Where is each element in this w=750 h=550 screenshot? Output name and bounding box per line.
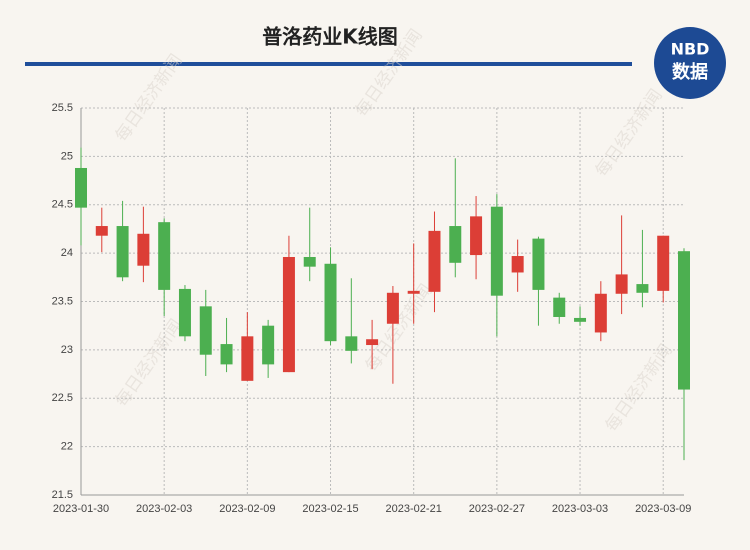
candle-body	[386, 292, 399, 324]
candle-body	[615, 274, 628, 294]
y-tick-label: 23.5	[52, 295, 73, 307]
candle-body	[95, 226, 108, 236]
candle-body	[137, 233, 150, 266]
candle-body	[116, 226, 129, 278]
candle-body	[594, 293, 607, 333]
y-tick-label: 21.5	[52, 489, 73, 501]
candle-body	[678, 251, 690, 390]
candle-body	[407, 290, 420, 294]
y-tick-label: 25	[61, 150, 73, 162]
candle-body	[262, 325, 275, 365]
candle-body	[220, 344, 233, 365]
candle-body	[366, 339, 379, 346]
logo	[654, 27, 726, 99]
candle-body	[470, 216, 483, 256]
x-tick-label: 2023-02-03	[136, 503, 192, 515]
x-tick-label: 2023-02-15	[302, 503, 358, 515]
candle-body	[657, 235, 670, 291]
candle-body	[324, 263, 337, 342]
x-tick-label: 2023-02-09	[219, 503, 275, 515]
candle-body	[574, 317, 587, 322]
candle-body	[553, 297, 566, 317]
y-tick-label: 22	[61, 441, 73, 453]
x-tick-label: 2023-01-30	[53, 503, 109, 515]
candle-body	[428, 230, 441, 292]
candle-body	[241, 336, 254, 381]
y-tick-label: 22.5	[52, 392, 73, 404]
candle-body	[636, 284, 649, 293]
x-tick-label: 2023-02-21	[386, 503, 442, 515]
candle-body	[532, 238, 545, 290]
y-tick-label: 24.5	[52, 199, 73, 211]
x-tick-label: 2023-03-03	[552, 503, 608, 515]
candle-body	[158, 222, 171, 290]
candle-body	[303, 256, 316, 267]
y-tick-label: 25.5	[52, 102, 73, 114]
y-tick-label: 23	[61, 344, 73, 356]
candle-body	[511, 256, 524, 273]
logo-top: NBD	[671, 40, 710, 59]
x-tick-label: 2023-02-27	[469, 503, 525, 515]
candle-body	[490, 206, 503, 296]
y-tick-label: 24	[61, 247, 73, 259]
candle-body	[199, 306, 212, 355]
logo-bottom: 数据	[672, 61, 708, 83]
candle-body	[178, 288, 191, 337]
x-tick-label: 2023-03-09	[635, 503, 691, 515]
title-rule	[25, 62, 632, 66]
candle-body	[75, 167, 87, 208]
candle-body	[345, 336, 358, 351]
candle-body	[449, 226, 462, 263]
candle-body	[282, 256, 295, 373]
chart-title: 普洛药业K线图	[262, 25, 398, 49]
